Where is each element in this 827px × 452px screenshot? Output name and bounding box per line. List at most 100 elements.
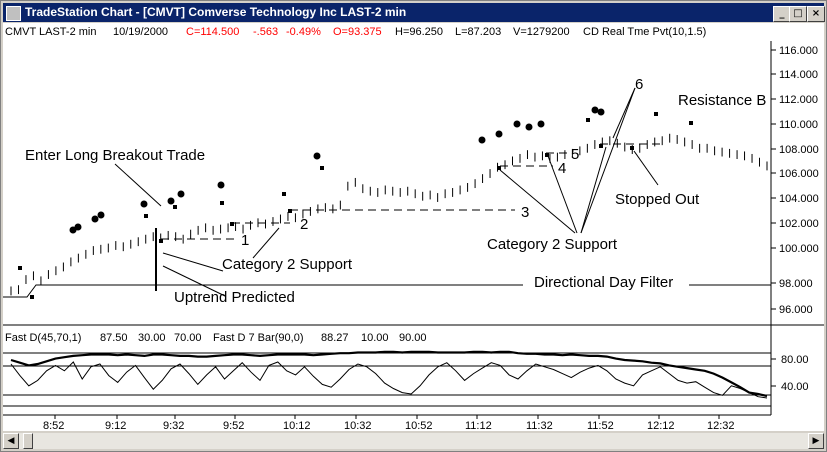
header-open: O=93.375 [333,26,382,38]
price-label-114: 114.000 [779,69,818,81]
title-bar[interactable]: TradeStation Chart - [CMVT] Comverse Tec… [3,3,825,22]
pivot-dot [140,200,148,208]
pivot-dot [97,211,105,219]
support-lines [161,143,663,240]
square-marker [159,239,163,243]
pivot-dot [217,181,225,189]
square-marker [282,192,286,196]
header-change: -.563 [253,26,278,38]
osc-label-80: 80.00 [781,354,809,366]
time-label: 11:32 [526,420,553,431]
time-label: 11:12 [465,420,492,431]
price-label-110: 110.000 [779,119,818,131]
scroll-left-arrow-icon[interactable]: ◀ [3,433,19,449]
pivot-dot [313,152,321,160]
label-directional: Directional Day Filter [534,274,673,291]
label-stopped-out: Stopped Out [615,191,700,208]
maximize-button[interactable]: □ [789,6,807,22]
pivot-dot [167,197,175,205]
pivot-dot [495,130,503,138]
horizontal-scrollbar[interactable]: ◀ ▶ [3,433,824,449]
pivot-dot [74,223,82,231]
label-n1: 1 [241,232,249,249]
price-label-112: 112.000 [779,94,818,106]
window-title: TradeStation Chart - [CMVT] Comverse Tec… [25,5,407,19]
label-n6: 6 [635,76,643,93]
price-label-102: 102.000 [779,218,819,230]
time-label: 9:52 [223,420,244,431]
osc-v4: 88.27 [321,332,349,344]
label-n4: 4 [558,160,566,177]
price-label-116: 116.000 [779,45,818,57]
square-marker [230,222,234,226]
square-marker [144,214,148,218]
chart-area[interactable]: CMVT LAST-2 min 10/19/2000 C=114.500 -.5… [3,23,824,432]
price-label-108: 108.000 [779,144,819,156]
osc-fast-d7-line [10,361,768,399]
square-marker [288,209,292,213]
square-marker [220,201,224,205]
label-cat2-right: Category 2 Support [487,236,618,253]
square-marker [599,144,603,148]
square-marker [320,166,324,170]
time-label: 12:12 [647,420,675,431]
square-markers [18,112,693,299]
pivot-dot [525,123,533,131]
pivot-dot [597,108,605,116]
label-n3: 3 [521,204,529,221]
price-axis: 116.000 114.000 112.000 110.000 108.000 … [771,45,819,316]
osc-v1: 87.50 [100,332,128,344]
time-label: 10:12 [283,420,311,431]
osc-label-40: 40.00 [781,381,809,393]
header-pct: -0.49% [286,26,321,38]
time-axis: 8:52 9:12 9:32 9:52 10:12 10:32 10:52 11:12 11:3… [43,415,735,432]
header-close: C=114.500 [186,26,239,38]
header-low: L=87.203 [455,26,501,38]
header-indicator: CD Real Tme Pvt(10,1.5) [583,26,706,38]
square-marker [18,266,22,270]
square-marker [545,153,549,157]
square-marker [630,146,634,150]
pivot-dot [591,106,599,114]
osc-v6: 90.00 [399,332,427,344]
time-label: 8:52 [43,420,64,431]
price-label-100: 100.000 [779,243,819,255]
pivot-dot [513,120,521,128]
square-marker [586,118,590,122]
time-label: 10:52 [405,420,433,431]
directional-filter-line [3,284,523,298]
header-volume: V=1279200 [513,26,570,38]
label-n2: 2 [300,216,308,233]
label-enter-long: Enter Long Breakout Trade [25,147,205,164]
time-label: 12:32 [707,420,735,431]
square-marker [654,112,658,116]
osc-name2: Fast D 7 Bar(90,0) [213,332,303,344]
scroll-right-arrow-icon[interactable]: ▶ [808,433,824,449]
price-label-106: 106.000 [779,168,819,180]
scroll-thumb[interactable] [23,433,33,449]
price-label-96: 96.000 [779,304,813,316]
header-date: 10/19/2000 [113,26,168,38]
pivot-dot [478,136,486,144]
osc-name: Fast D(45,70,1) [5,332,81,344]
label-uptrend: Uptrend Predicted [174,289,295,306]
time-label: 10:32 [344,420,372,431]
price-label-98: 98.000 [779,278,813,290]
label-cat2-left: Category 2 Support [222,256,353,273]
square-marker [30,295,34,299]
header-symbol: CMVT LAST-2 min [5,26,97,38]
osc-v2: 30.00 [138,332,166,344]
price-label-104: 104.000 [779,193,819,205]
app-icon[interactable] [6,6,21,21]
pivot-markers [69,106,605,234]
close-button[interactable]: × [807,6,825,22]
square-marker [689,121,693,125]
price-bars [10,133,768,296]
pivot-dot [177,190,185,198]
square-marker [173,205,177,209]
price-chart[interactable]: CMVT LAST-2 min 10/19/2000 C=114.500 -.5… [3,23,824,432]
label-resistance: Resistance B [678,92,766,109]
osc-fast-d-line [10,350,768,398]
pivot-dot [537,120,545,128]
